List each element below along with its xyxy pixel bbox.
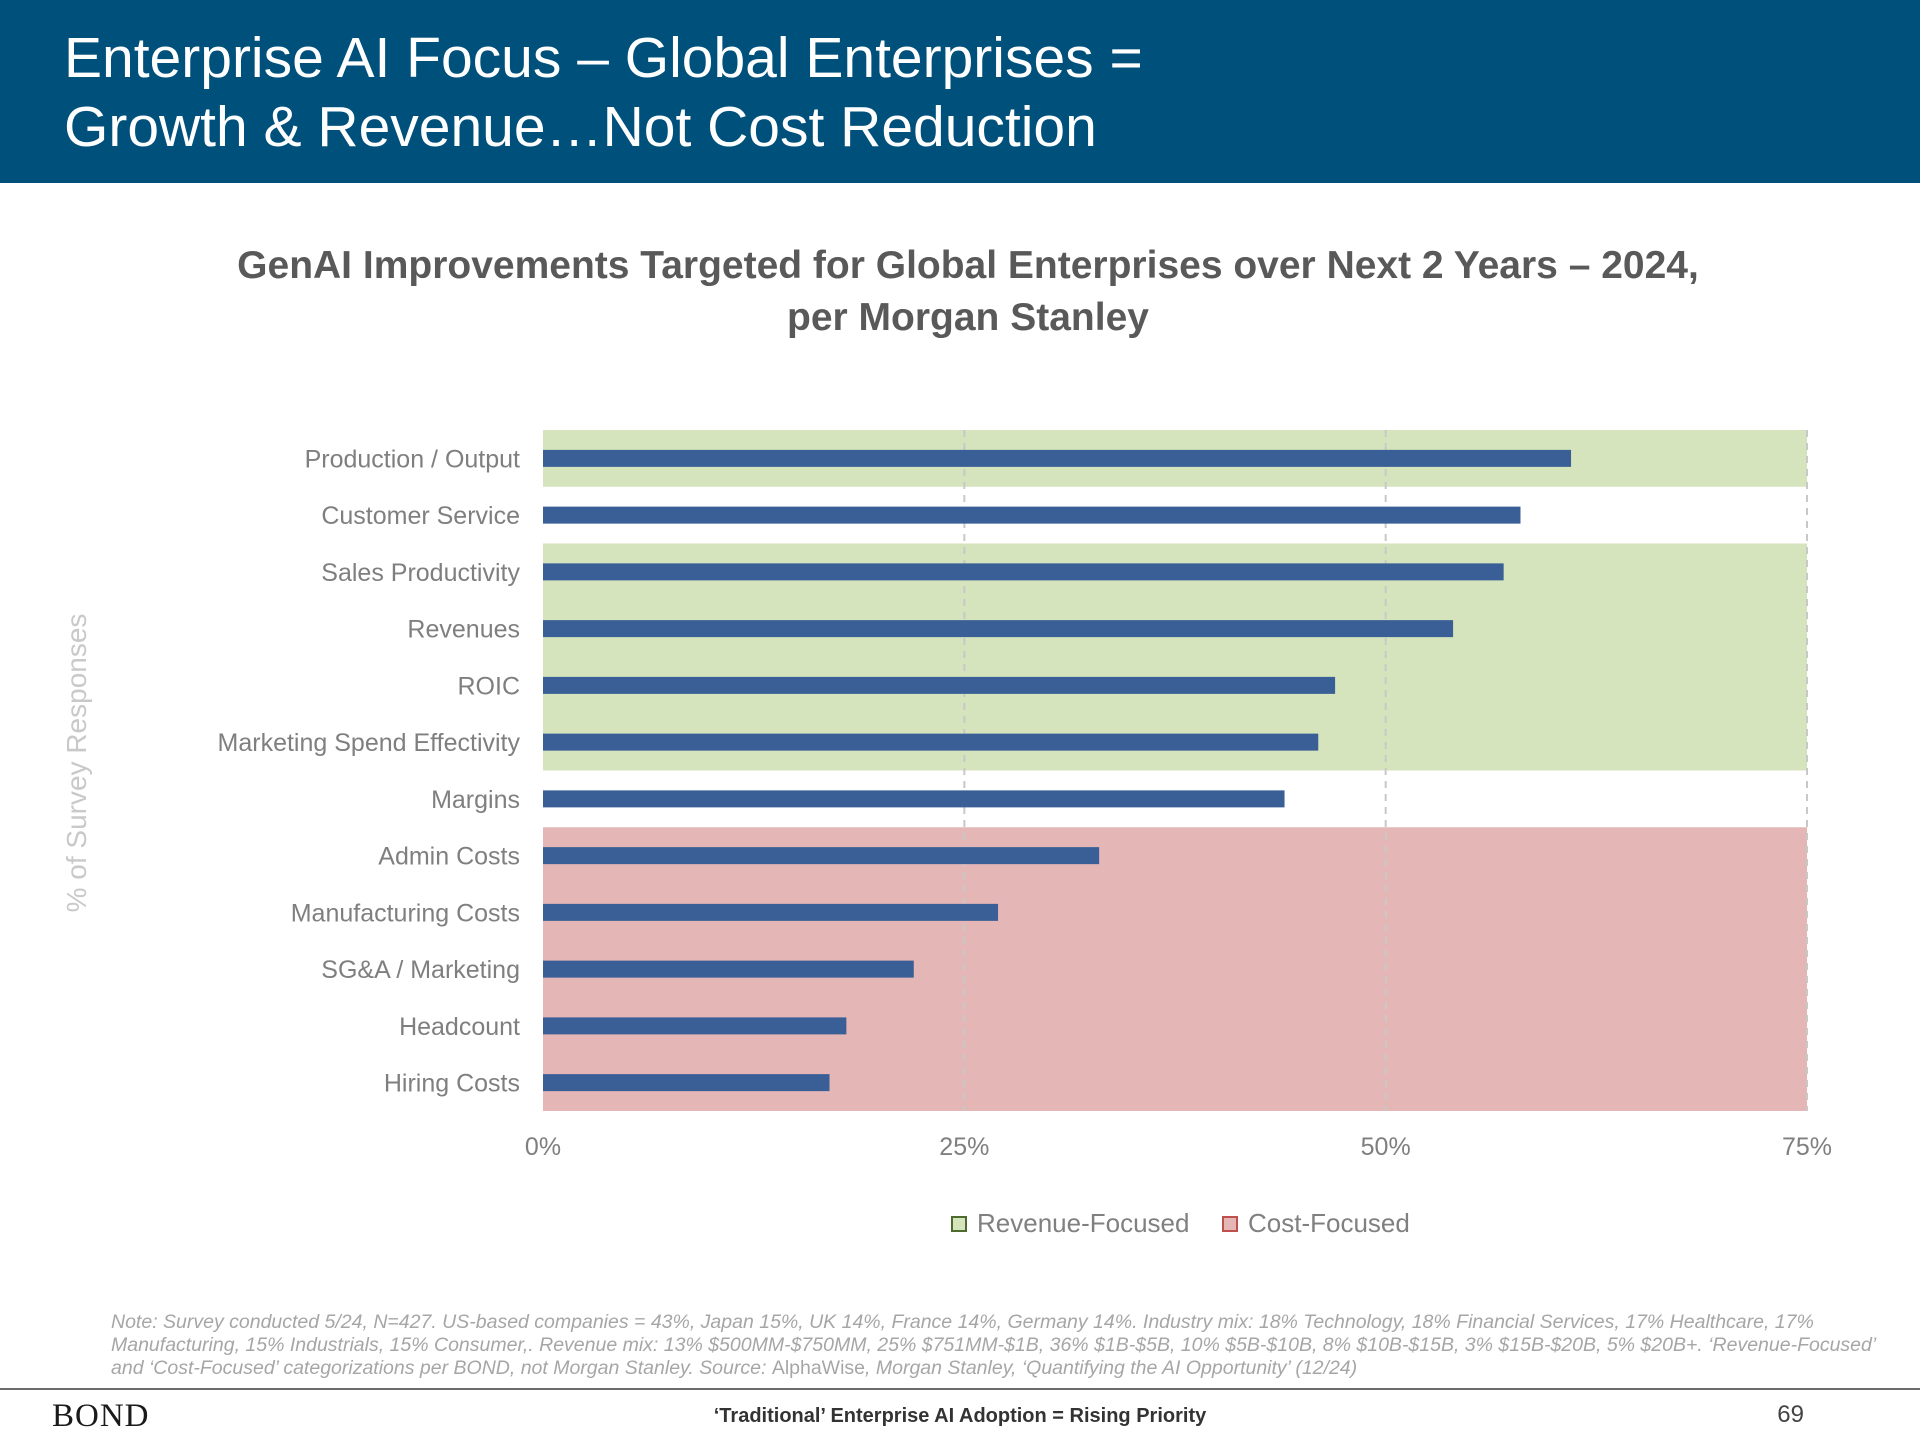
category-label: Production / Output [305,445,520,473]
footer-caption: ‘Traditional’ Enterprise AI Adoption = R… [713,1405,1207,1427]
bar [543,620,1454,638]
category-label: Sales Productivity [321,559,520,587]
chart-title-line-1: GenAI Improvements Targeted for Global E… [237,244,1699,287]
bar [543,903,999,921]
bar [543,449,1572,467]
legend-item-cost-focused: Cost-Focused [1222,1208,1410,1239]
x-tick-label: 50% [1361,1133,1411,1161]
slide-header: Enterprise AI Focus – Global Enterprises… [0,0,1920,183]
category-label: SG&A / Marketing [321,956,520,984]
legend-swatch-cost-focused [1222,1215,1238,1232]
footnote: Note: Survey conducted 5/24, N=427. US-b… [111,1311,1881,1380]
category-label: Margins [431,786,520,814]
bar [543,563,1504,581]
legend-item-revenue-focused: Revenue-Focused [951,1208,1189,1239]
footnote-text-end: , Morgan Stanley, ‘Quantifying the AI Op… [865,1357,1358,1379]
bar [543,733,1319,751]
legend-label-revenue-focused: Revenue-Focused [977,1208,1190,1238]
bar [543,1017,847,1035]
background-band-revenue [543,543,1807,771]
bar [543,1074,830,1092]
category-label: Marketing Spend Effectivity [218,729,521,757]
x-tick-label: 0% [525,1133,561,1161]
chart-title-line-2: per Morgan Stanley [787,296,1149,339]
x-tick-label: 25% [939,1133,989,1161]
x-tick-label: 75% [1782,1133,1832,1161]
footnote-source-name: AlphaWise [771,1357,866,1379]
bar-chart: Production / Output Customer Service Sales… [61,430,1832,1161]
slide-title-line-1: Enterprise AI Focus – Global Enterprises… [64,26,1143,90]
bond-logo: BOND [52,1398,150,1434]
category-label: Revenues [407,616,520,644]
legend-swatch-revenue-focused [951,1215,967,1232]
category-label: ROIC [458,672,521,700]
category-label: Manufacturing Costs [291,899,520,927]
slide-title: Enterprise AI Focus – Global Enterprises… [64,24,1143,162]
y-axis-label: % of Survey Responses [61,614,92,913]
footnote-text: Note: Survey conducted 5/24, N=427. US-b… [111,1311,1876,1379]
bar [543,847,1100,865]
chart-legend: Revenue-Focused Cost-Focused [0,1208,1920,1244]
legend-label-cost-focused: Cost-Focused [1248,1208,1410,1238]
slide-title-line-2: Growth & Revenue…Not Cost Reduction [64,95,1097,159]
bar [543,960,914,978]
category-label: Admin Costs [378,843,520,871]
category-label: Customer Service [321,502,520,530]
footer-divider [0,1388,1920,1390]
category-label: Headcount [399,1013,520,1041]
bar [543,506,1521,524]
chart-title: GenAI Improvements Targeted for Global E… [0,240,1920,344]
category-label: Hiring Costs [384,1070,520,1098]
bar [543,676,1336,694]
page-number: 69 [1777,1401,1804,1428]
bar [543,790,1285,808]
